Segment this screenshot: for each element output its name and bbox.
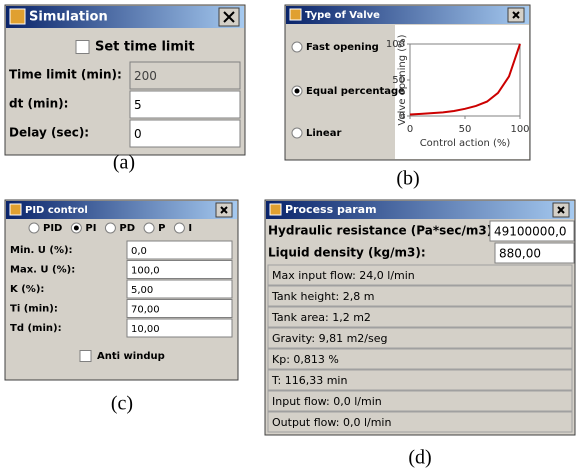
info-text: T: 116,33 min bbox=[271, 374, 347, 387]
x-tick-label: 50 bbox=[459, 124, 472, 135]
radio-label[interactable]: PID bbox=[43, 223, 62, 234]
field-label: K (%): bbox=[10, 284, 44, 295]
caption: (b) bbox=[396, 168, 419, 190]
field-value: 10,00 bbox=[131, 324, 160, 335]
caption: (c) bbox=[111, 393, 133, 415]
caption: (d) bbox=[408, 447, 431, 469]
info-text: Tank height: 2,8 m bbox=[271, 290, 374, 303]
info-text: Input flow: 0,0 l/min bbox=[272, 395, 382, 408]
app-icon bbox=[10, 204, 21, 215]
screenshot: Simulation Set time limit Time limit (min)… bbox=[0, 0, 576, 471]
info-text: Gravity: 9,81 m2/seg bbox=[272, 332, 387, 345]
window-title: Process param bbox=[285, 203, 377, 216]
field-label: Liquid density (kg/m3): bbox=[268, 246, 426, 260]
radio[interactable] bbox=[292, 128, 302, 138]
radio[interactable] bbox=[29, 223, 39, 233]
radio[interactable] bbox=[292, 42, 302, 52]
info-text: Tank area: 1,2 m2 bbox=[271, 311, 371, 324]
text-field[interactable] bbox=[130, 120, 240, 147]
checkbox-label[interactable]: Anti windup bbox=[97, 351, 165, 362]
radio-dot bbox=[295, 89, 300, 94]
field-value: 5 bbox=[134, 98, 142, 112]
app-icon bbox=[270, 204, 281, 215]
radio-label[interactable]: Fast opening bbox=[306, 42, 379, 53]
field-value: 200 bbox=[134, 69, 157, 83]
field-label: Max. U (%): bbox=[10, 265, 75, 276]
radio-label[interactable]: I bbox=[188, 223, 192, 234]
x-tick-label: 100 bbox=[510, 124, 529, 135]
window-title: PID control bbox=[25, 205, 88, 216]
field-label: Ti (min): bbox=[10, 304, 58, 315]
field-value: 70,00 bbox=[131, 305, 160, 316]
field-value: 49100000,0 bbox=[494, 225, 567, 239]
radio-label[interactable]: P bbox=[158, 223, 165, 234]
caption: (a) bbox=[113, 152, 135, 174]
radio-label[interactable]: Linear bbox=[306, 128, 341, 139]
radio[interactable] bbox=[105, 223, 115, 233]
field-value: 5,00 bbox=[131, 285, 153, 296]
window-title: Type of Valve bbox=[305, 10, 380, 21]
checkbox[interactable] bbox=[80, 351, 91, 362]
field-label: dt (min): bbox=[9, 97, 68, 111]
field-label: Time limit (min): bbox=[9, 68, 122, 82]
info-text: Max input flow: 24,0 l/min bbox=[272, 269, 415, 282]
field-value: 0 bbox=[134, 127, 142, 141]
checkbox-label[interactable]: Set time limit bbox=[95, 40, 195, 55]
field-label: Hydraulic resistance (Pa*sec/m3): bbox=[268, 224, 497, 238]
page: {"panels": [ {"caption": "(a)", "title":… bbox=[0, 0, 576, 471]
radio[interactable] bbox=[174, 223, 184, 233]
field-label: Min. U (%): bbox=[10, 245, 73, 256]
info-text: Output flow: 0,0 l/min bbox=[272, 416, 391, 429]
radio[interactable] bbox=[144, 223, 154, 233]
app-icon bbox=[290, 9, 301, 20]
field-value: 0,0 bbox=[131, 246, 147, 257]
window-title: Simulation bbox=[29, 10, 108, 25]
info-text: Kp: 0,813 % bbox=[272, 353, 339, 366]
field-value: 880,00 bbox=[499, 247, 541, 261]
radio-label[interactable]: PD bbox=[119, 223, 135, 234]
checkbox[interactable] bbox=[76, 41, 89, 54]
x-axis-label: Control action (%) bbox=[420, 138, 511, 149]
y-axis-label: Valve opening (%) bbox=[397, 34, 408, 125]
radio-dot bbox=[74, 226, 79, 231]
text-field[interactable] bbox=[130, 91, 240, 118]
field-label: Delay (sec): bbox=[9, 126, 89, 140]
app-icon bbox=[10, 9, 25, 24]
field-label: Td (min): bbox=[10, 323, 62, 334]
field-value: 100,0 bbox=[131, 266, 160, 277]
radio-label[interactable]: PI bbox=[85, 223, 96, 234]
radio-label[interactable]: Equal percentage bbox=[306, 86, 405, 97]
